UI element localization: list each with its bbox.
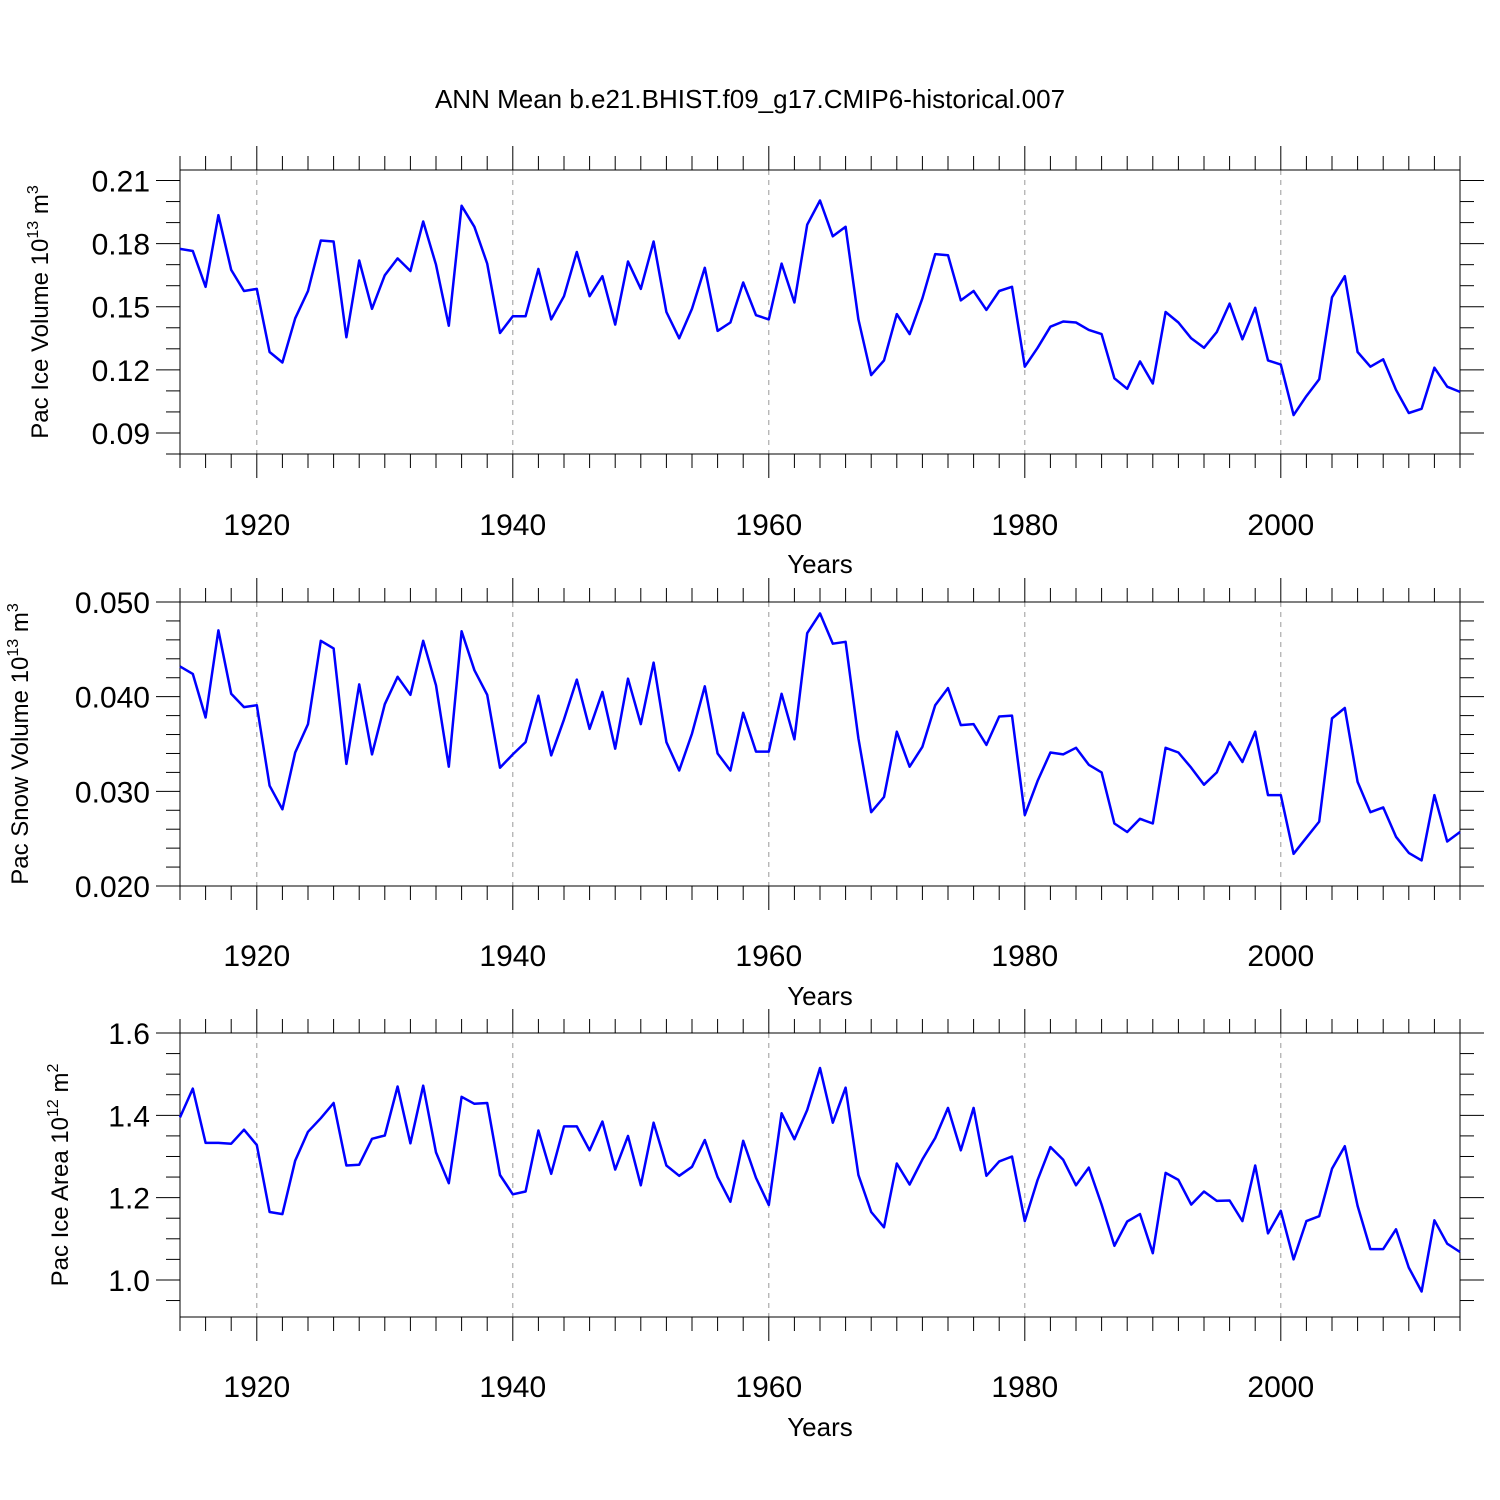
y-axis-title-unit: m bbox=[7, 612, 34, 639]
y-tick-label: 1.4 bbox=[108, 1100, 150, 1133]
y-axis-title-exponent: 13 bbox=[25, 221, 42, 239]
x-tick-label: 1960 bbox=[735, 940, 802, 973]
x-tick-label: 1980 bbox=[991, 940, 1058, 973]
x-tick-label: 1940 bbox=[479, 509, 546, 542]
y-axis-title-unit-exponent: 2 bbox=[45, 1063, 62, 1072]
x-tick-label: 2000 bbox=[1247, 509, 1314, 542]
x-tick-label: 1920 bbox=[223, 509, 290, 542]
y-axis-title-unit: m bbox=[27, 194, 54, 221]
chart-title: ANN Mean b.e21.BHIST.f09_g17.CMIP6-histo… bbox=[435, 84, 1065, 114]
x-tick-label: 1980 bbox=[991, 1371, 1058, 1404]
series-line bbox=[179, 199, 1461, 417]
y-axis-title: Pac Ice Volume 1013 m3 bbox=[25, 185, 54, 439]
y-tick-label: 0.030 bbox=[75, 776, 150, 809]
y-axis-title: Pac Snow Volume 1013 m3 bbox=[5, 603, 34, 885]
y-tick-label: 0.18 bbox=[92, 229, 150, 262]
panel-snow-volume: 0.020 0.030 0.040 0.050 1920 1940 1960 1980 2000… bbox=[5, 578, 1484, 1011]
y-tick-label: 0.020 bbox=[75, 871, 150, 904]
y-tick-label: 0.050 bbox=[75, 587, 150, 620]
y-axis-title-main: Pac Snow Volume 10 bbox=[7, 657, 34, 885]
y-tick-label: 1.0 bbox=[108, 1265, 150, 1298]
y-axis-title-exponent: 12 bbox=[45, 1099, 62, 1117]
x-axis-title: Years bbox=[787, 1412, 853, 1442]
x-axis-title: Years bbox=[787, 981, 853, 1011]
y-tick-label: 1.2 bbox=[108, 1183, 150, 1216]
x-tick-label: 1940 bbox=[479, 1371, 546, 1404]
y-axis-title: Pac Ice Area 1012 m2 bbox=[45, 1063, 74, 1286]
x-tick-label: 2000 bbox=[1247, 1371, 1314, 1404]
y-axis-title-exponent: 13 bbox=[5, 639, 22, 657]
x-tick-label: 2000 bbox=[1247, 940, 1314, 973]
y-tick-label: 0.09 bbox=[92, 418, 150, 451]
x-tick-label: 1980 bbox=[991, 509, 1058, 542]
series-line bbox=[178, 1066, 1461, 1293]
panel-ice-volume: 0.09 0.12 0.15 0.18 0.21 1920 1940 1960 1980 2000… bbox=[25, 146, 1484, 579]
y-tick-label: 1.6 bbox=[108, 1018, 150, 1051]
y-axis-title-unit-exponent: 3 bbox=[25, 185, 42, 194]
panel-ice-area: 1.0 1.2 1.4 1.6 1920 1940 1960 1980 2000 Years Pac… bbox=[45, 1009, 1484, 1442]
x-tick-label: 1960 bbox=[735, 1371, 802, 1404]
y-tick-label: 0.040 bbox=[75, 682, 150, 715]
y-tick-label: 0.15 bbox=[92, 292, 150, 325]
x-tick-label: 1920 bbox=[223, 1371, 290, 1404]
x-axis-title: Years bbox=[787, 549, 853, 579]
y-axis-title-unit-exponent: 3 bbox=[5, 603, 22, 612]
x-tick-label: 1920 bbox=[223, 940, 290, 973]
x-tick-label: 1940 bbox=[479, 940, 546, 973]
y-axis-title-main: Pac Ice Area 10 bbox=[47, 1117, 74, 1286]
y-tick-label: 0.21 bbox=[92, 166, 150, 199]
x-tick-label: 1960 bbox=[735, 509, 802, 542]
y-axis-title-unit: m bbox=[47, 1072, 74, 1099]
y-axis-title-main: Pac Ice Volume 10 bbox=[27, 239, 54, 439]
y-tick-label: 0.12 bbox=[92, 355, 150, 388]
series-line bbox=[179, 612, 1461, 862]
